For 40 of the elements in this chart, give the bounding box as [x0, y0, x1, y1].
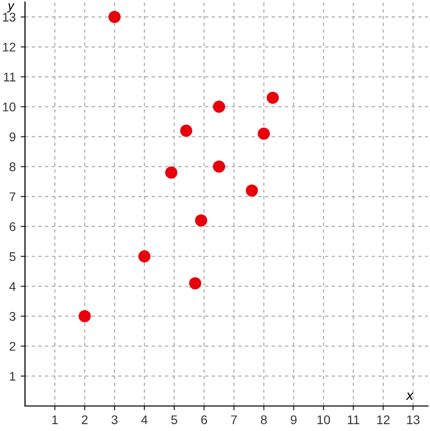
y-tick-label: 11	[4, 72, 16, 82]
x-tick-label: 12	[377, 415, 390, 424]
y-tick-label: 10	[3, 102, 16, 112]
point	[189, 277, 202, 290]
y-tick-label: 3	[10, 312, 16, 321]
y-tick-label: 8	[10, 162, 16, 172]
y-tick-label: 5	[10, 252, 16, 262]
y-tick-label: 2	[10, 342, 16, 351]
point	[180, 124, 192, 137]
point	[266, 92, 279, 104]
x-tick-label: 11	[348, 415, 360, 424]
point	[78, 310, 91, 322]
y-tick-label: 7	[10, 192, 16, 202]
x-tick-label: 13	[407, 415, 420, 424]
y-tick-label: 1	[10, 372, 16, 381]
point	[258, 128, 270, 140]
point	[195, 214, 208, 227]
point	[165, 166, 178, 179]
y-tick-label: 12	[3, 42, 16, 52]
x-tick-label: 9	[290, 415, 297, 424]
x-tick-label: 2	[82, 415, 88, 424]
x-tick-label: 4	[141, 415, 148, 424]
x-tick-label: 1	[52, 415, 58, 424]
y-tick-label: 4	[9, 282, 16, 291]
x-tick-label: 6	[201, 415, 208, 424]
y-tick-label: 9	[10, 132, 16, 142]
x-axis-title: x	[406, 392, 414, 400]
point	[246, 184, 258, 197]
point	[212, 160, 226, 173]
x-tick-label: 3	[112, 415, 118, 424]
x-tick-label: 5	[171, 415, 178, 424]
x-tick-label: 8	[260, 415, 267, 424]
x-tick-label: 7	[231, 415, 237, 424]
y-axis-title: y	[7, 3, 15, 12]
point	[138, 250, 150, 262]
point	[212, 100, 226, 113]
y-tick-label: 6	[10, 222, 16, 232]
y-tick-label: 13	[3, 12, 16, 22]
point	[108, 10, 121, 24]
x-tick-label: 10	[318, 415, 330, 424]
